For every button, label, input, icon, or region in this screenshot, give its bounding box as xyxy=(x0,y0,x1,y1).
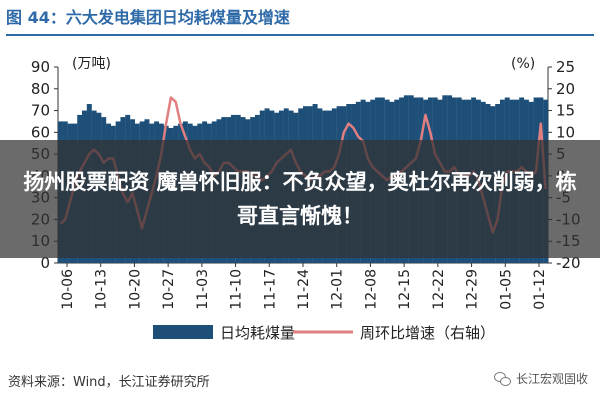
left-tick-label: 90 xyxy=(31,58,50,76)
right-tick-label: 15 xyxy=(556,102,575,120)
x-tick-label: 12-01 xyxy=(330,269,346,310)
legend-line-label: 周环比增速（右轴） xyxy=(360,324,495,342)
wechat-icon xyxy=(493,371,512,386)
x-tick-label: 11-24 xyxy=(296,269,312,310)
x-tick-label: 12-08 xyxy=(363,269,379,310)
x-tick-label: 11-10 xyxy=(229,269,245,310)
source-note: 资料来源：Wind，长江证券研究所 xyxy=(8,375,210,390)
x-tick-label: 11-03 xyxy=(195,269,211,310)
x-tick-label: 10-27 xyxy=(161,269,177,310)
legend-bar-label: 日均耗煤量 xyxy=(220,324,295,342)
x-tick-label: 12-15 xyxy=(397,269,413,310)
x-tick-label: 01-12 xyxy=(532,269,548,310)
left-tick-label: 0 xyxy=(40,254,50,272)
watermark: 长江宏观固收 xyxy=(493,370,588,387)
x-tick-label: 12-22 xyxy=(431,269,447,310)
right-tick-label: 20 xyxy=(556,80,575,98)
x-tick-label: 11-17 xyxy=(262,269,278,310)
x-tick-label: 12-29 xyxy=(465,269,481,310)
left-axis-unit: (万吨) xyxy=(72,56,111,72)
figure-title: 图 44：六大发电集团日均耗煤量及增速 xyxy=(6,8,290,27)
title-divider xyxy=(6,34,594,36)
left-tick-label: 60 xyxy=(31,123,50,141)
x-tick-label: 10-20 xyxy=(127,269,143,310)
left-tick-label: 80 xyxy=(31,80,50,98)
x-tick-label: 10-13 xyxy=(94,269,110,310)
right-tick-label: -20 xyxy=(556,254,581,272)
watermark-label: 长江宏观固收 xyxy=(515,372,588,386)
headline-text: 扬州股票配资 魔兽怀旧服：不负众望，奥杜尔再次削弱，栋哥直言惭愧！ xyxy=(23,170,577,228)
right-axis-unit: (%) xyxy=(511,56,535,72)
x-tick-label: 10-06 xyxy=(60,269,76,310)
headline-banner[interactable]: 扬州股票配资 魔兽怀旧服：不负众望，奥杜尔再次削弱，栋哥直言惭愧！ xyxy=(0,140,600,258)
legend-bar-swatch xyxy=(153,325,213,339)
left-tick-label: 70 xyxy=(31,102,50,120)
right-tick-label: 10 xyxy=(556,123,575,141)
x-tick-label: 01-05 xyxy=(498,269,514,310)
right-tick-label: 25 xyxy=(556,58,575,76)
